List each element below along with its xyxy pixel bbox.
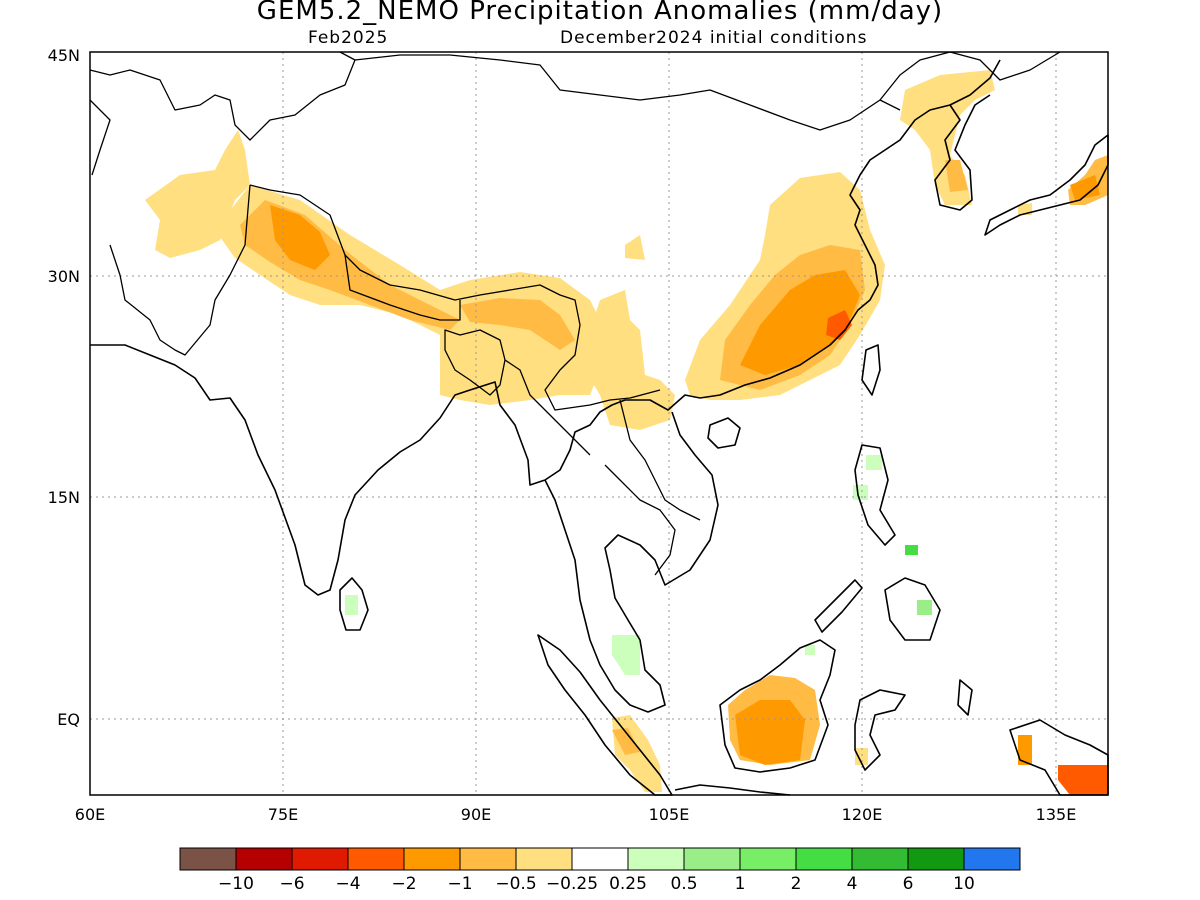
coast-halmahera [957,679,973,716]
anomaly-korea-core [945,160,968,192]
anomaly-ne-india-inner [460,298,575,350]
coast-korea [934,94,991,211]
lon-label: 120E [842,805,883,824]
colorbar: −10 −6 −4 −2 −1 −0.5 −0.25 0.25 0.5 1 2 4 6 10 [179,847,1021,894]
lat-label: EQ [57,710,80,729]
border-nepal [344,254,461,321]
lat-labels: 45N 30N 15N EQ [48,46,80,729]
map-frame [89,51,1109,796]
anomaly-philippines-north [866,455,882,470]
colorbar-label: −6 [279,874,304,894]
border-mongolia [354,54,901,131]
colorbar-swatch [235,847,293,871]
coast-hainan [707,417,741,449]
coast-taiwan [861,344,881,396]
colorbar-swatch [515,847,573,871]
anomaly-philippines-luzon [853,485,868,500]
border-ne-china [879,51,1061,101]
colorbar-label: 4 [847,874,858,894]
anomaly-layer [145,70,1108,795]
coast-palawan [814,579,863,633]
anomaly-south-china-outer [625,235,645,260]
coast-sulawesi [854,689,906,771]
border-afghan-pak [109,184,251,356]
coast-india [90,59,1001,596]
colorbar-swatch [963,847,1021,871]
colorbar-label: 1 [735,874,746,894]
colorbar-swatch [683,847,741,871]
colorbar-swatch [291,847,349,871]
lon-label: 105E [649,805,690,824]
colorbar-swatch [571,847,629,871]
lat-label: 15N [48,488,80,507]
coast-borneo [719,639,836,773]
border-thai-cambodia [604,464,676,576]
colorbar-label: −2 [391,874,416,894]
anomaly-malay [612,635,640,675]
coast-luzon [854,444,896,546]
forecast-month: Feb2025 [308,28,389,48]
lon-label: 90E [461,805,491,824]
colorbar-swatch [739,847,797,871]
coast-java [674,784,791,796]
colorbar-label: 6 [903,874,914,894]
border-laos-vietnam [619,399,701,521]
colorbar-swatch [851,847,909,871]
border-iran-afghan [89,99,111,176]
colorbar-swatch [179,847,237,871]
anomaly-japan-small [1018,203,1032,215]
anomaly-borneo-core [735,700,805,765]
anomaly-philippines-mindanao [917,600,932,615]
border-myanmar [504,359,591,456]
lon-label: 60E [75,805,105,824]
coast-mindanao [884,577,941,641]
colorbar-swatch [403,847,461,871]
colorbar-swatch [907,847,965,871]
colorbar-label: −0.25 [546,874,598,894]
anomaly-se-china-peak [826,310,852,340]
anomaly-sumatra-core [612,728,640,755]
colorbar-label: −4 [335,874,360,894]
anomaly-south-china-core [740,270,860,375]
colorbar-label: −1 [447,874,472,894]
anomaly-borneo-green [805,645,815,655]
lon-label: 75E [268,805,298,824]
map-title: GEM5.2_NEMO Precipitation Anomalies (mm/… [256,0,944,26]
colorbar-label: −0.5 [495,874,536,894]
lat-label: 45N [48,46,80,65]
colorbar-label: 0.25 [609,874,647,894]
borders [89,51,1061,576]
colorbar-swatch [627,847,685,871]
border-central-asia [89,51,356,141]
anomaly-new-guinea-east [1058,765,1108,795]
anomaly-indochina [585,290,675,430]
colorbar-swatch [795,847,853,871]
anomaly-sri-lanka [345,595,358,615]
colorbar-swatch [347,847,405,871]
anomaly-new-guinea-west [1018,735,1032,765]
border-china-west [249,184,661,411]
lon-label: 135E [1036,805,1077,824]
initial-conditions: December2024 initial conditions [560,28,868,48]
anomaly-japan-core [1070,175,1100,200]
colorbar-swatch [459,847,517,871]
coast-indochina [544,411,719,713]
colorbar-label: 0.5 [670,874,697,894]
colorbar-label: 2 [791,874,802,894]
anomaly-sulawesi [855,748,868,765]
anomaly-himalaya-core [270,205,330,270]
anomaly-philippines-central [905,545,918,555]
colorbar-label: −10 [218,874,254,894]
grid-lines [90,52,1108,795]
coast-sri-lanka [339,577,369,631]
lat-label: 30N [48,267,80,286]
lon-labels: 60E 75E 90E 105E 120E 135E [75,805,1077,824]
border-bangladesh [444,329,506,396]
colorbar-label: 10 [953,874,975,894]
